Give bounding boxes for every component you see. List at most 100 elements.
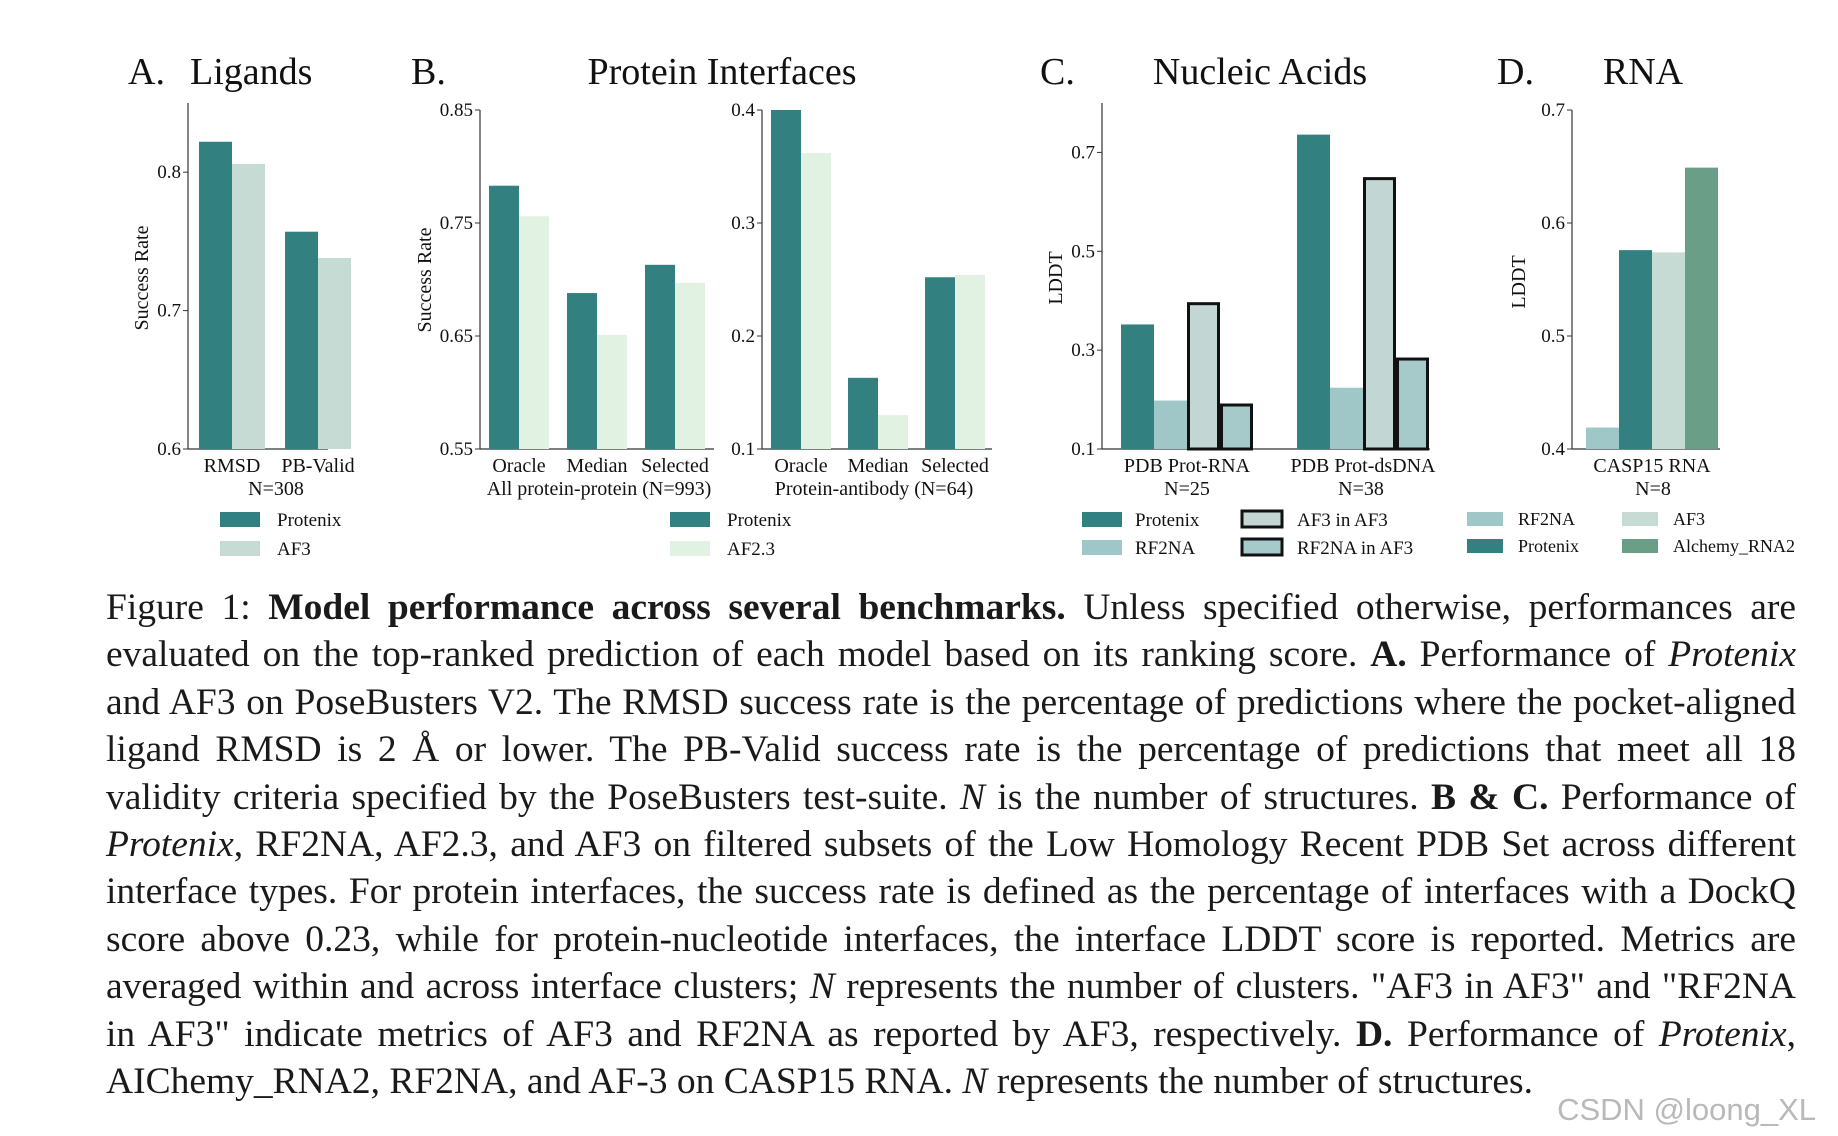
panel-b2-group-label: Protein-antibody (N=64)	[775, 478, 973, 500]
panel-b1-group-label: All protein-protein (N=993)	[487, 478, 712, 500]
panel-c-letter: C.	[1040, 51, 1075, 93]
y-tick-label: 0.55	[440, 439, 473, 460]
y-tick-label: 0.85	[440, 100, 473, 121]
y-tick-label: 0.2	[731, 326, 755, 347]
legend-swatch-af23	[670, 541, 710, 556]
bar-rf2na-in-af3-pdb-prot-dsdna	[1396, 357, 1429, 451]
x-tick-label: Selected	[921, 455, 989, 477]
panel-a-legend: Protenix AF3	[220, 510, 342, 560]
bar-rf2na-pdb-prot-dsdna	[1330, 387, 1363, 449]
legend-label-alchemy: Alchemy_RNA2	[1673, 536, 1795, 556]
panel-d-letter: D.	[1497, 51, 1534, 93]
bar-af2-3-median	[878, 415, 908, 449]
y-tick-label: 0.4	[1541, 439, 1565, 460]
legend-label-protenix: Protenix	[1135, 510, 1200, 531]
x-tick-label: Oracle	[774, 455, 827, 477]
y-tick-label: 0.5	[1541, 326, 1565, 347]
bar-af2-3-median	[597, 334, 627, 449]
x-tick-label: Oracle	[492, 455, 545, 477]
x-tick-label: Median	[566, 455, 627, 477]
panel-b-title: Protein Interfaces	[587, 51, 856, 93]
panel-d-title: RNA	[1603, 51, 1684, 93]
y-tick-label: 0.1	[731, 439, 755, 460]
y-tick-label: 0.3	[1071, 340, 1095, 361]
chart-b2: 0.1 0.2 0.3 0.4 Oracle Median Selected	[731, 100, 992, 477]
watermark: CSDN @loong_XL	[1557, 1092, 1816, 1127]
x-tick-label: PDB Prot-dsDNA	[1290, 455, 1436, 477]
bar-rf2na-in-af3-pdb-prot-rna	[1220, 403, 1253, 451]
bar-af2-3-oracle	[519, 216, 549, 449]
bar-protenix-pb-valid	[285, 231, 318, 449]
legend-label-af3-in-af3: AF3 in AF3	[1297, 510, 1388, 531]
x-tick-label: Selected	[641, 455, 709, 477]
legend-label-rf2na: RF2NA	[1135, 538, 1195, 559]
x-tick-label: PB-Valid	[281, 455, 354, 477]
panel-c-group-label-rna: N=25	[1164, 478, 1210, 500]
bar-rf2na-pdb-prot-rna	[1154, 400, 1187, 449]
panel-c-legend: Protenix AF3 in AF3 RF2NA RF2NA in AF3	[1082, 509, 1413, 559]
panel-c-group-label-dna: N=38	[1338, 478, 1384, 500]
bar-protenix-casp15-rna	[1619, 250, 1652, 449]
legend-label-protenix: Protenix	[1518, 536, 1579, 556]
panel-a-letter: A.	[128, 51, 165, 93]
bar-protenix-pdb-prot-rna	[1121, 324, 1154, 449]
bar-protenix-selected	[645, 264, 675, 449]
y-tick-label: 0.7	[157, 301, 181, 322]
bar-af3-rmsd	[232, 163, 265, 449]
bar-af2-3-oracle	[801, 152, 831, 449]
bar-protenix-oracle	[771, 110, 801, 449]
y-tick-label: 0.5	[1071, 241, 1095, 262]
bar-protenix-median	[848, 377, 878, 449]
bar-protenix-pdb-prot-dsdna	[1297, 134, 1330, 450]
y-tick-label: 0.8	[157, 162, 181, 183]
panel-a-title: Ligands	[190, 51, 312, 93]
bar-af3-pb-valid	[318, 258, 351, 449]
bar-rf2na-casp15-rna	[1586, 427, 1619, 449]
panel-b-ylabel: Success Rate	[414, 227, 436, 332]
chart-b1: 0.55 0.65 0.75 0.85 Oracle Median Selected	[440, 100, 714, 477]
panel-d-ylabel: LDDT	[1508, 255, 1530, 308]
y-tick-label: 0.3	[731, 213, 755, 234]
figure-caption: Figure 1: Model performance across sever…	[106, 587, 1797, 1103]
x-tick-label: PDB Prot-RNA	[1124, 455, 1251, 477]
panel-d-group-label: N=8	[1635, 478, 1671, 500]
legend-label-af3: AF3	[1673, 509, 1705, 529]
y-tick-label: 0.6	[157, 439, 181, 460]
legend-swatch-protenix	[220, 512, 260, 527]
caption-figure-label: Figure 1:	[106, 587, 251, 628]
y-tick-label: 0.7	[1541, 100, 1565, 121]
y-tick-label: 0.75	[440, 213, 473, 234]
legend-swatch-rf2na	[1467, 512, 1503, 526]
caption-bold-title: Model performance across several benchma…	[268, 587, 1066, 628]
y-tick-label: 0.6	[1541, 213, 1565, 234]
legend-label-af3: AF3	[277, 539, 311, 560]
bar-protenix-rmsd	[199, 141, 232, 449]
panel-c-ylabel: LDDT	[1045, 251, 1067, 304]
bar-af3-casp15-rna	[1652, 252, 1685, 449]
legend-label-protenix: Protenix	[727, 510, 792, 531]
panel-d-legend: RF2NA AF3 Protenix Alchemy_RNA2	[1467, 509, 1795, 556]
figure-panels: A. Ligands B. Protein Interfaces C. Nucl…	[128, 51, 1795, 560]
x-tick-label: CASP15 RNA	[1593, 455, 1711, 477]
bar-af3-in-af3-pdb-prot-rna	[1187, 302, 1220, 451]
panel-c-title: Nucleic Acids	[1153, 51, 1367, 93]
panel-b-legend: Protenix AF2.3	[670, 510, 792, 560]
y-tick-label: 0.7	[1071, 142, 1095, 163]
panel-b-letter: B.	[411, 51, 446, 93]
legend-swatch-rf2na	[1082, 540, 1122, 555]
panel-a-group-label: N=308	[248, 478, 304, 500]
legend-swatch-af3-in-af3	[1240, 509, 1284, 529]
chart-c: 0.1 0.3 0.5 0.7 PDB Prot-RNA PDB Prot-dsDNA	[1071, 103, 1436, 477]
legend-swatch-rf2na-in-af3	[1240, 537, 1284, 557]
panel-a-ylabel: Success Rate	[131, 225, 153, 330]
y-tick-label: 0.65	[440, 326, 473, 347]
x-tick-label: Median	[847, 455, 908, 477]
x-tick-label: RMSD	[204, 455, 261, 477]
bar-af3-in-af3-pdb-prot-dsdna	[1363, 177, 1396, 451]
bar-af2-3-selected	[675, 282, 705, 449]
legend-label-af23: AF2.3	[727, 539, 775, 560]
legend-swatch-alchemy	[1622, 539, 1658, 553]
legend-swatch-protenix	[1467, 539, 1503, 553]
bar-alchemy-rna2-casp15-rna	[1685, 167, 1718, 449]
bar-protenix-median	[567, 293, 597, 449]
